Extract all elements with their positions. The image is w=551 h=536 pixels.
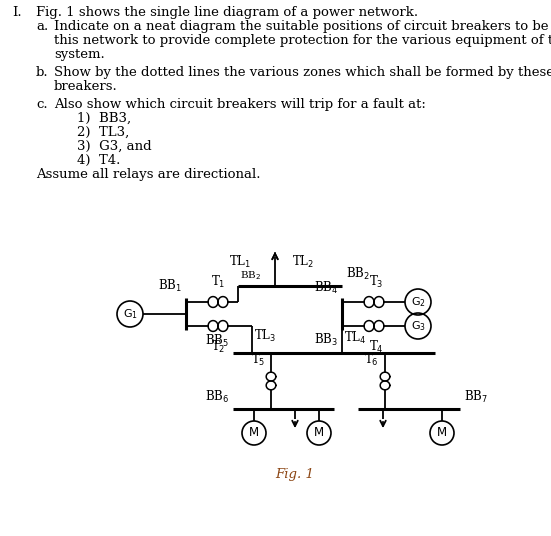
Text: BB$_1$: BB$_1$ [158, 278, 182, 294]
Text: M: M [249, 427, 259, 440]
Text: T$_2$: T$_2$ [211, 339, 225, 355]
Text: Fig. 1: Fig. 1 [276, 468, 315, 481]
Text: Show by the dotted lines the various zones which shall be formed by these circui: Show by the dotted lines the various zon… [54, 66, 551, 79]
Text: c.: c. [36, 98, 47, 111]
Text: 4)  T4.: 4) T4. [77, 154, 120, 167]
Text: Assume all relays are directional.: Assume all relays are directional. [36, 168, 261, 181]
Text: BB$_2$: BB$_2$ [240, 269, 261, 282]
Text: T$_6$: T$_6$ [364, 352, 379, 368]
Text: BB$_2$: BB$_2$ [346, 266, 370, 282]
Text: M: M [314, 427, 324, 440]
Text: BB$_3$: BB$_3$ [314, 332, 338, 348]
Text: TL$_2$: TL$_2$ [292, 254, 314, 270]
Text: Fig. 1 shows the single line diagram of a power network.: Fig. 1 shows the single line diagram of … [36, 6, 418, 19]
Text: I.: I. [12, 6, 21, 19]
Text: BB$_4$: BB$_4$ [314, 280, 338, 296]
Text: G$_2$: G$_2$ [410, 295, 425, 309]
Text: T$_3$: T$_3$ [369, 274, 383, 290]
Text: TL$_1$: TL$_1$ [229, 254, 251, 270]
Text: a.: a. [36, 20, 48, 33]
Text: TL$_4$: TL$_4$ [344, 330, 366, 346]
Text: G$_1$: G$_1$ [122, 307, 138, 321]
Text: T$_1$: T$_1$ [211, 274, 225, 290]
Text: BB$_7$: BB$_7$ [464, 389, 488, 405]
Text: BB$_5$: BB$_5$ [205, 333, 229, 349]
Text: TL$_3$: TL$_3$ [254, 328, 276, 344]
Text: breakers.: breakers. [54, 80, 118, 93]
Text: system.: system. [54, 48, 105, 61]
Text: this network to provide complete protection for the various equipment of the pow: this network to provide complete protect… [54, 34, 551, 47]
Text: 1)  BB3,: 1) BB3, [77, 112, 131, 125]
Text: 3)  G3, and: 3) G3, and [77, 140, 152, 153]
Text: 2)  TL3,: 2) TL3, [77, 126, 129, 139]
Text: T$_4$: T$_4$ [369, 339, 383, 355]
Text: Also show which circuit breakers will trip for a fault at:: Also show which circuit breakers will tr… [54, 98, 426, 111]
Text: G$_3$: G$_3$ [410, 319, 425, 333]
Text: Indicate on a neat diagram the suitable positions of circuit breakers to be plac: Indicate on a neat diagram the suitable … [54, 20, 551, 33]
Text: M: M [437, 427, 447, 440]
Text: BB$_6$: BB$_6$ [205, 389, 229, 405]
Text: b.: b. [36, 66, 48, 79]
Text: T$_5$: T$_5$ [251, 352, 265, 368]
